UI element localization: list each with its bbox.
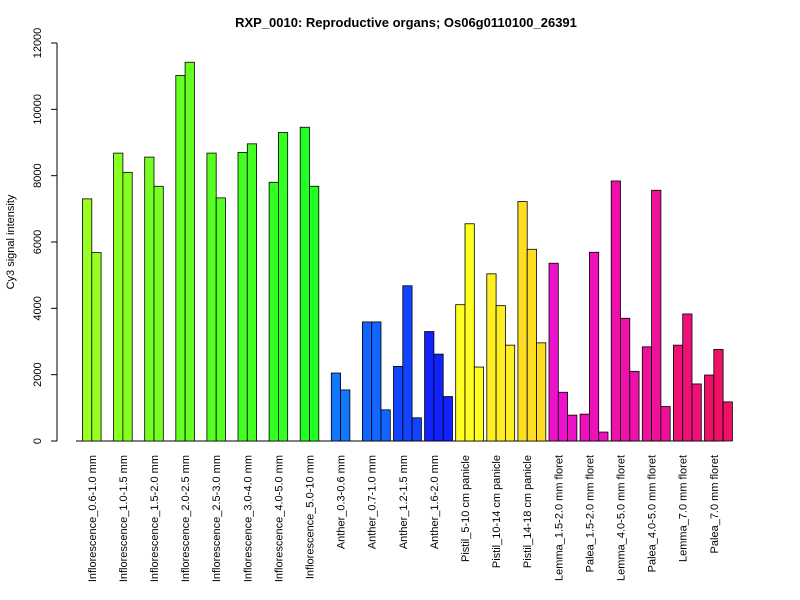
bar — [91, 252, 102, 442]
bar — [277, 132, 289, 442]
bar — [713, 349, 724, 442]
bar — [691, 383, 702, 442]
bars — [82, 61, 733, 442]
chart-title: RXP_0010: Reproductive organs; Os06g0110… — [235, 15, 577, 30]
x-tick-label: Anther_1.6-2.0 mm — [429, 455, 441, 549]
bar — [433, 353, 444, 442]
bar — [402, 285, 413, 442]
bar — [495, 305, 506, 442]
y-tick-label: 4000 — [32, 296, 44, 320]
x-tick-label: Pistil_14-18 cm panicle — [522, 455, 534, 568]
bar — [557, 391, 568, 442]
bar — [175, 75, 186, 442]
bar — [122, 171, 133, 442]
bar — [393, 365, 404, 442]
bar — [589, 251, 600, 442]
x-tick-label: Inflorescence_2.0-2.5 mm — [180, 455, 192, 582]
bar — [517, 201, 528, 442]
x-tick-label: Inflorescence_2.5-3.0 mm — [211, 455, 223, 582]
bar — [579, 413, 590, 442]
x-tick-label: Inflorescence_0.6-1.0 mm — [87, 455, 99, 582]
bar — [237, 152, 248, 442]
y-tick-label: 12000 — [32, 28, 44, 59]
bar — [504, 344, 516, 442]
bar — [184, 61, 195, 442]
bar — [620, 317, 631, 442]
bar — [651, 189, 662, 442]
bar — [340, 389, 351, 442]
y-tick-label: 6000 — [32, 230, 44, 254]
y-axis-label: Cy3 signal intensity — [5, 194, 17, 289]
bar — [424, 331, 435, 442]
bar — [299, 126, 310, 442]
x-tick-label: Palea_7.0 mm floret — [709, 455, 721, 553]
bar — [268, 181, 279, 442]
bar — [660, 406, 671, 442]
x-tick-label: Lemma_4.0-5.0 mm floret — [616, 455, 628, 581]
bar — [673, 344, 684, 442]
bar — [641, 346, 652, 442]
bar — [704, 374, 715, 442]
x-tick-label: Palea_4.0-5.0 mm floret — [647, 455, 659, 572]
x-tick-label: Pistil_5-10 cm panicle — [460, 455, 472, 562]
bar — [526, 248, 537, 442]
x-tick-label: Palea_1.5-2.0 mm floret — [584, 455, 596, 572]
x-tick-label: Inflorescence_4.0-5.0 mm — [273, 455, 285, 582]
bar — [473, 366, 484, 442]
x-tick-label: Anther_0.3-0.6 mm — [336, 455, 348, 549]
bar — [598, 431, 609, 442]
bar — [722, 401, 733, 442]
bar — [361, 321, 373, 442]
bar — [144, 156, 155, 442]
x-tick-label: Anther_0.7-1.0 mm — [367, 455, 379, 549]
bar — [610, 180, 621, 442]
x-tick-label: Lemma_7.0 mm floret — [678, 455, 690, 562]
y-tick-label: 2000 — [32, 362, 44, 386]
x-tick-label: Inflorescence_5.0-10 mm — [305, 455, 317, 579]
bar — [113, 152, 124, 442]
bar — [442, 396, 453, 442]
bar — [153, 185, 164, 442]
bar — [455, 304, 466, 442]
bar — [486, 273, 497, 442]
bar — [215, 197, 226, 442]
category-labels: Inflorescence_0.6-1.0 mm Inflorescence_1.… — [87, 455, 721, 582]
bar — [548, 262, 559, 442]
bar — [206, 152, 217, 442]
bar — [380, 409, 391, 442]
bar — [682, 313, 693, 442]
y-tick-label: 0 — [32, 438, 44, 444]
y-axis: 0 2000 4000 6000 8000 10000 12000 — [32, 28, 58, 444]
x-tick-label: Anther_1.2-1.5 mm — [398, 455, 410, 549]
y-tick-label: 10000 — [32, 94, 44, 125]
bar — [82, 198, 93, 442]
x-tick-label: Inflorescence_3.0-4.0 mm — [242, 455, 254, 582]
x-tick-label: Inflorescence_1.0-1.5 mm — [118, 455, 130, 582]
bar — [246, 143, 258, 442]
bar — [567, 414, 578, 442]
bar — [371, 321, 382, 442]
bar — [330, 372, 341, 442]
x-tick-label: Lemma_1.5-2.0 mm floret — [553, 455, 565, 581]
x-tick-label: Pistil_10-14 cm panicle — [491, 455, 503, 568]
y-tick-label: 8000 — [32, 163, 44, 187]
bar — [464, 223, 475, 442]
x-tick-label: Inflorescence_1.5-2.0 mm — [149, 455, 161, 582]
bar — [629, 370, 640, 442]
bar — [536, 342, 547, 442]
bar — [411, 417, 422, 442]
bar — [309, 185, 320, 442]
